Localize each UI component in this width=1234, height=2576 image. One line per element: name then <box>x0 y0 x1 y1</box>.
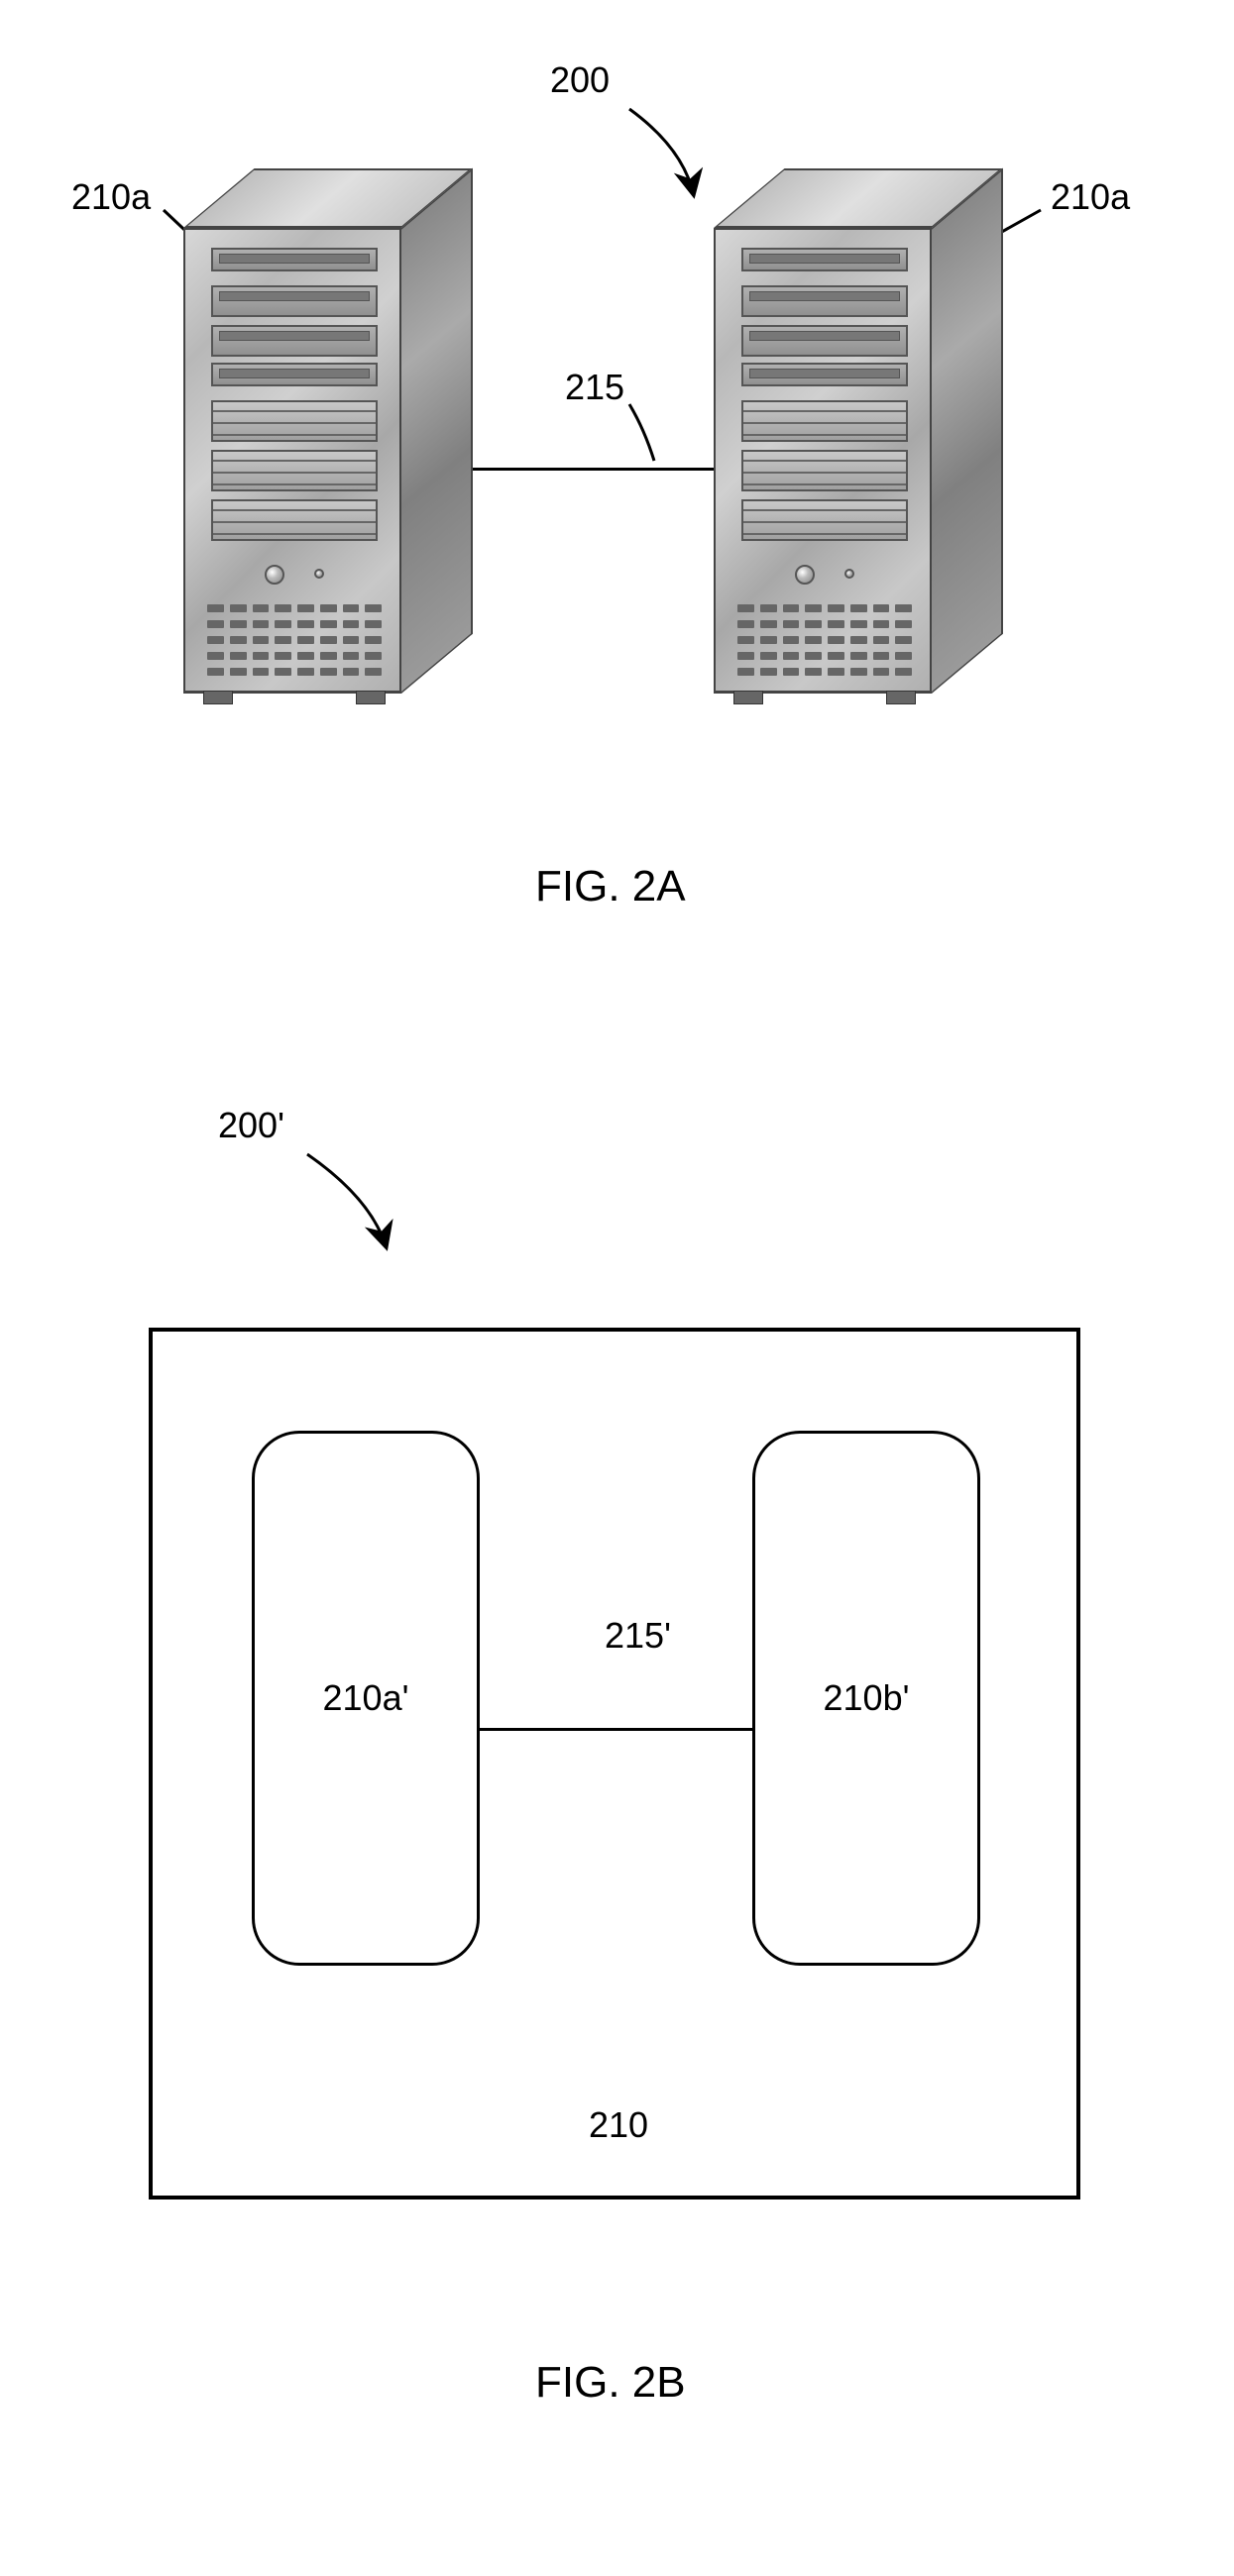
server-right <box>714 168 961 634</box>
connector-line-2a <box>469 468 716 471</box>
system-label-200: 200 <box>550 59 610 101</box>
figure-caption-2a: FIG. 2A <box>535 862 686 912</box>
connector-label-215p: 215' <box>605 1615 671 1657</box>
page: 200 210a 210a 215 FIG. 2A 200' 210a' 210… <box>0 0 1234 2576</box>
connector-label-215: 215 <box>565 367 624 408</box>
ref-label-210a-right: 210a <box>1051 176 1130 218</box>
node-210b: 210b' <box>752 1431 980 1966</box>
box-label-210: 210 <box>589 2104 648 2146</box>
connector-line-2b <box>480 1728 752 1731</box>
server-left <box>183 168 431 634</box>
system-label-200p: 200' <box>218 1105 284 1146</box>
node-210a: 210a' <box>252 1431 480 1966</box>
node-label: 210b' <box>824 1677 910 1719</box>
figure-caption-2b: FIG. 2B <box>535 2358 686 2408</box>
container-box-210: 210a' 210b' 210 <box>149 1328 1080 2200</box>
node-label: 210a' <box>323 1677 409 1719</box>
ref-label-210a-left: 210a <box>71 176 151 218</box>
